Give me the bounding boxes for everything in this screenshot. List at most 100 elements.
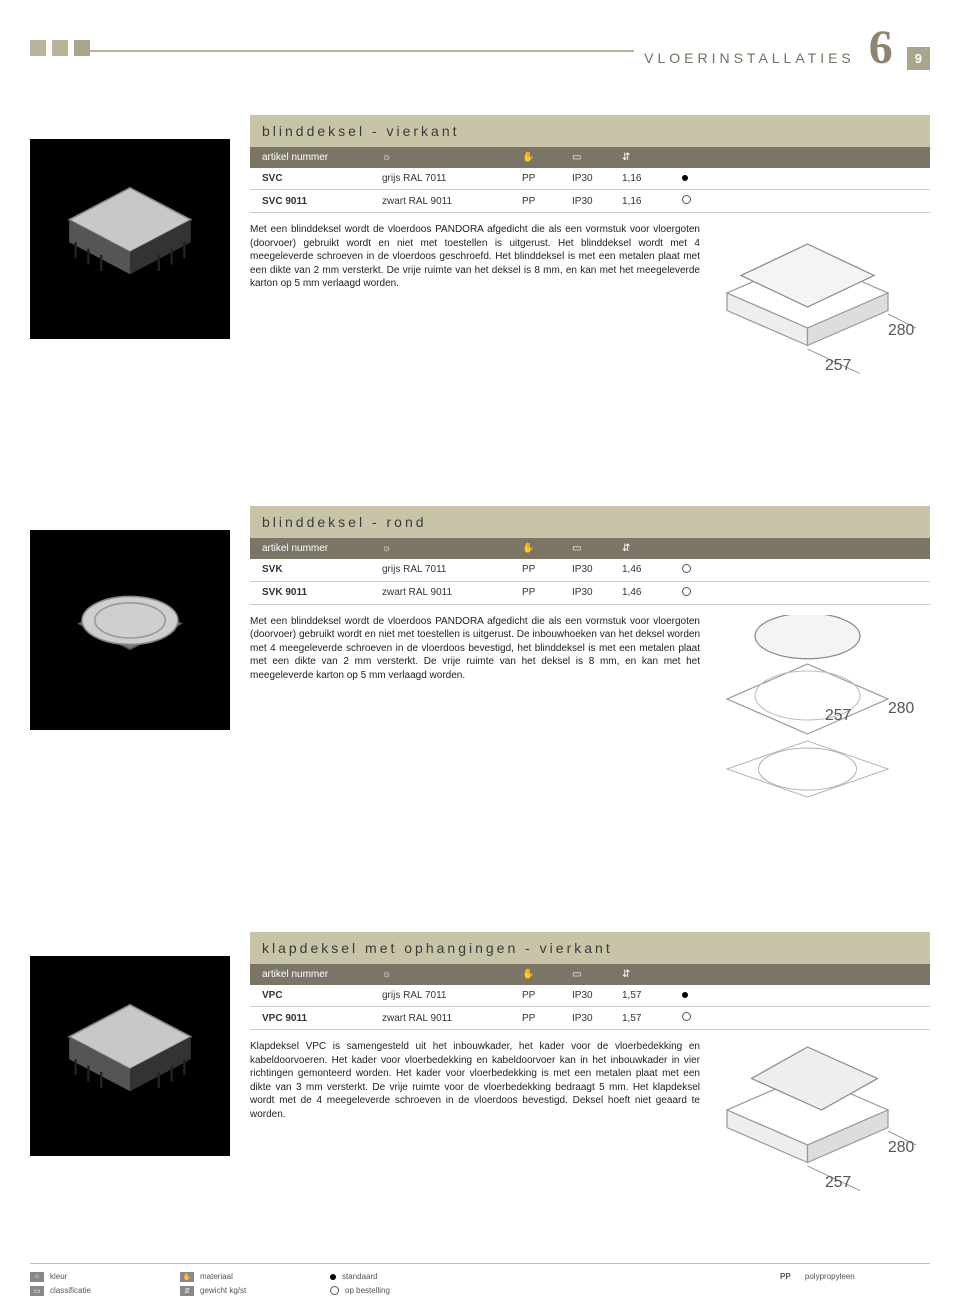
table-row: SVK 9011 zwart RAL 9011 PP IP30 1,46 [250,582,930,605]
product-block: klapdeksel met ophangingen - vierkantart… [30,932,930,1203]
cell-material: PP [522,587,572,598]
dot-icon [682,175,688,181]
table-header: artikel nummer ☼ ✋ ▭ ⇵ [250,538,930,559]
cell-weight: 1,16 [622,173,682,184]
dimension-diagram: 257 280 [720,1040,930,1203]
product-description: Klapdeksel VPC is samengesteld uit het i… [250,1040,700,1203]
svg-text:257: 257 [825,707,851,724]
sun-icon: ☼ [382,152,522,163]
product-title: klapdeksel met ophangingen - vierkant [250,932,930,964]
cell-stock [682,195,712,207]
cell-class: IP30 [572,990,622,1001]
legend-footer: ☼ kleur ✋ materiaal standaard PP polypropy… [30,1263,930,1300]
sun-icon: ☼ [382,543,522,554]
cell-weight: 1,57 [622,1013,682,1024]
weight-icon: ⇵ [622,969,682,980]
legend-pp: polypropyleen [805,1272,855,1281]
legend-bestelling: op bestelling [345,1286,390,1295]
table-row: SVC 9011 zwart RAL 9011 PP IP30 1,16 [250,190,930,213]
dimension-diagram: 257 280 [720,615,930,813]
table-header: artikel nummer ☼ ✋ ▭ ⇵ [250,147,930,168]
col-article: artikel nummer [262,543,382,554]
clock-icon [682,195,691,204]
clock-icon [330,1286,339,1295]
cell-stock [682,564,712,576]
product-title: blinddeksel - rond [250,506,930,538]
table-row: VPC grijs RAL 7011 PP IP30 1,57 [250,985,930,1007]
cell-color: grijs RAL 7011 [382,173,522,184]
legend-kleur: kleur [50,1272,67,1281]
svg-text:257: 257 [825,357,851,374]
cell-stock [682,1012,712,1024]
col-article: artikel nummer [262,152,382,163]
book-icon: ▭ [572,152,622,163]
hand-icon: ✋ [180,1272,194,1282]
cell-article: VPC 9011 [262,1013,382,1024]
cell-material: PP [522,564,572,575]
dot-icon [330,1274,336,1280]
legend-pp-abbr: PP [780,1272,791,1281]
product-photo [30,530,230,730]
cell-weight: 1,16 [622,196,682,207]
hand-icon: ✋ [522,969,572,980]
cell-weight: 1,46 [622,587,682,598]
table-row: SVK grijs RAL 7011 PP IP30 1,46 [250,559,930,582]
cell-material: PP [522,990,572,1001]
book-icon: ▭ [572,969,622,980]
cell-color: grijs RAL 7011 [382,564,522,575]
cell-stock [682,173,712,184]
weight-icon: ⇵ [180,1286,194,1296]
svg-text:257: 257 [825,1174,851,1191]
svg-text:280: 280 [888,1139,915,1156]
product-description: Met een blinddeksel wordt de vloerdoos P… [250,615,700,813]
table-row: VPC 9011 zwart RAL 9011 PP IP30 1,57 [250,1007,930,1030]
cell-article: SVC 9011 [262,196,382,207]
cell-class: IP30 [572,196,622,207]
weight-icon: ⇵ [622,152,682,163]
cell-article: SVK 9011 [262,587,382,598]
cell-color: grijs RAL 7011 [382,990,522,1001]
legend-materiaal: materiaal [200,1272,233,1281]
col-article: artikel nummer [262,969,382,980]
hand-icon: ✋ [522,543,572,554]
hand-icon: ✋ [522,152,572,163]
cell-class: IP30 [572,587,622,598]
table-header: artikel nummer ☼ ✋ ▭ ⇵ [250,964,930,985]
cell-article: SVK [262,564,382,575]
cell-stock [682,587,712,599]
sun-icon: ☼ [30,1272,44,1282]
cell-material: PP [522,196,572,207]
chapter-number: 6 [869,20,893,75]
product-title: blinddeksel - vierkant [250,115,930,147]
cell-color: zwart RAL 9011 [382,196,522,207]
weight-icon: ⇵ [622,543,682,554]
cell-weight: 1,46 [622,564,682,575]
svg-text:280: 280 [888,322,915,339]
cell-article: VPC [262,990,382,1001]
sun-icon: ☼ [382,969,522,980]
product-block: blinddeksel - rondartikel nummer ☼ ✋ ▭ ⇵… [30,506,930,813]
category-label: VLOERINSTALLATIES [644,50,855,66]
cell-color: zwart RAL 9011 [382,1013,522,1024]
legend-classificatie: classificatie [50,1286,91,1295]
dot-icon [682,992,688,998]
clock-icon [682,587,691,596]
book-icon: ▭ [572,543,622,554]
product-description: Met een blinddeksel wordt de vloerdoos P… [250,223,700,386]
dimension-diagram: 257 280 [720,223,930,386]
header-title-group: VLOERINSTALLATIES 6 9 [644,20,930,75]
legend-standaard: standaard [342,1272,378,1281]
cell-weight: 1,57 [622,990,682,1001]
table-row: SVC grijs RAL 7011 PP IP30 1,16 [250,168,930,190]
product-photo [30,956,230,1156]
cell-material: PP [522,173,572,184]
cell-class: IP30 [572,173,622,184]
product-photo [30,139,230,339]
cell-class: IP30 [572,564,622,575]
clock-icon [682,564,691,573]
cell-article: SVC [262,173,382,184]
book-icon: ▭ [30,1286,44,1296]
svg-text:280: 280 [888,700,915,717]
page-header: VLOERINSTALLATIES 6 9 [30,20,930,75]
cell-material: PP [522,1013,572,1024]
